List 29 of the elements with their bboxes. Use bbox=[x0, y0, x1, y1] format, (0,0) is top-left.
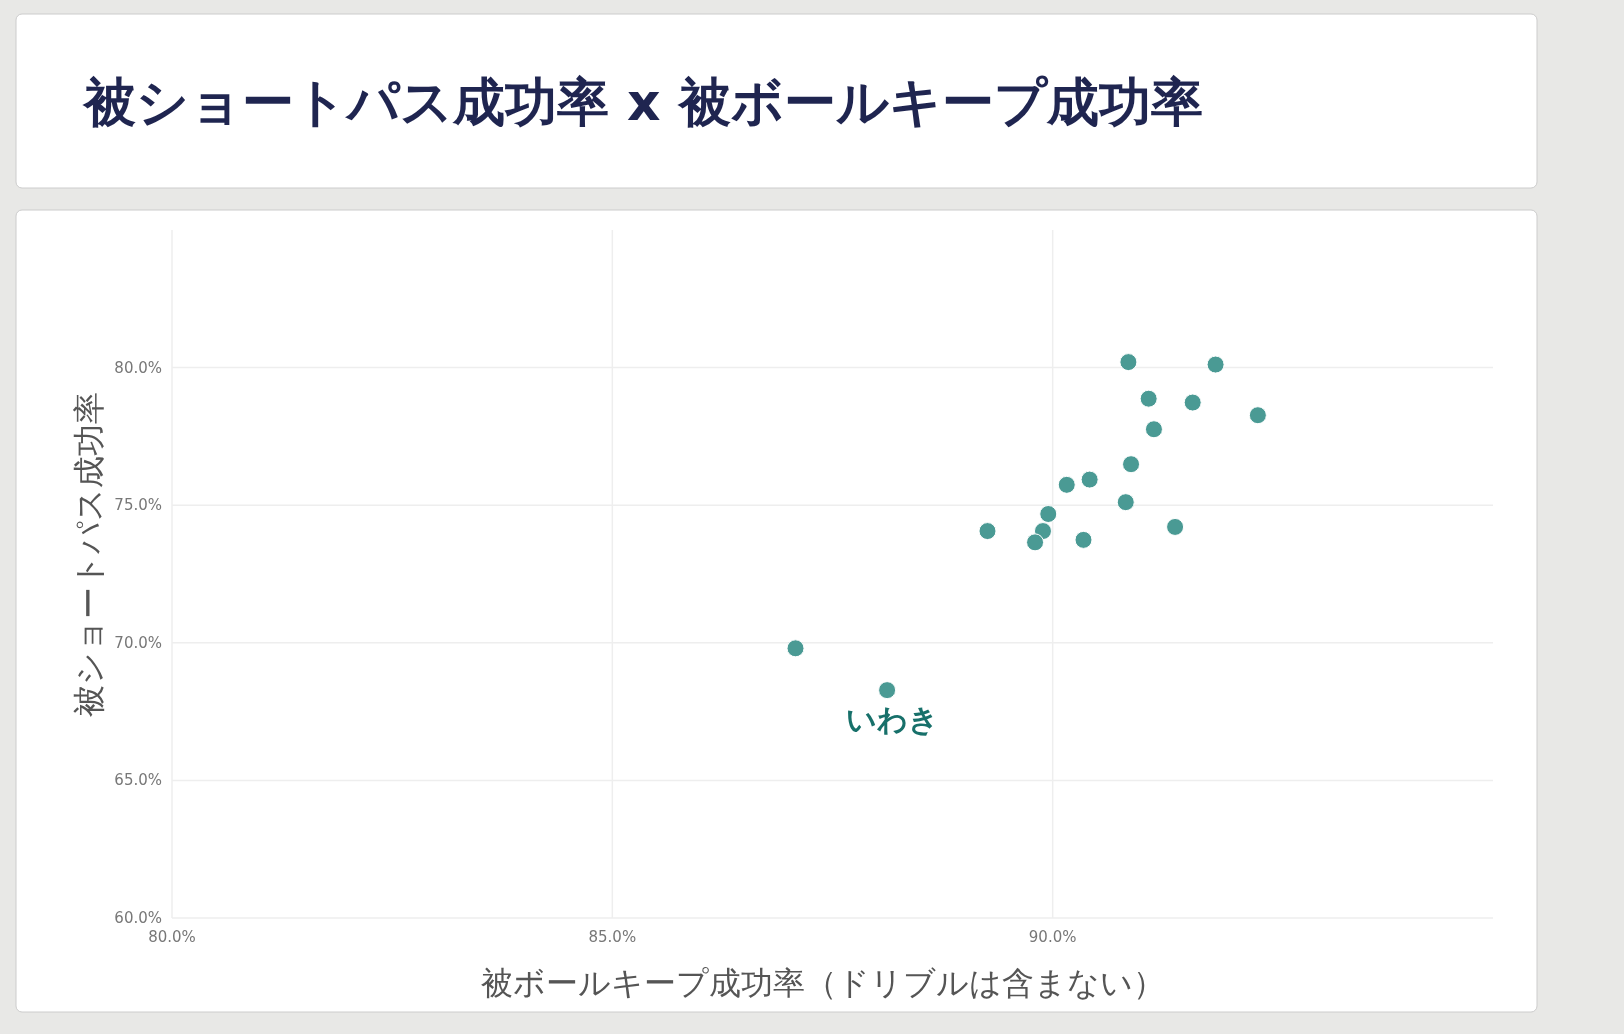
point bbox=[1119, 353, 1138, 372]
annotation: いわき bbox=[845, 702, 939, 738]
y-tick-label: 60.0% bbox=[114, 909, 162, 927]
point bbox=[1057, 475, 1076, 494]
x-axis-title: 被ボールキープ成功率（ドリブルは含まない） bbox=[480, 964, 1165, 1002]
point bbox=[1206, 355, 1225, 374]
point bbox=[878, 681, 897, 700]
x-tick-label: 80.0% bbox=[148, 928, 196, 946]
y-tick-label: 80.0% bbox=[114, 358, 162, 377]
point bbox=[1039, 505, 1058, 524]
point bbox=[1116, 493, 1135, 512]
point bbox=[1144, 420, 1163, 439]
point bbox=[1139, 389, 1158, 408]
point bbox=[1183, 393, 1202, 412]
point bbox=[1026, 533, 1045, 552]
point bbox=[1080, 470, 1099, 489]
chart-title: 被ショートパス成功率 x 被ボールキープ成功率 bbox=[82, 72, 1203, 132]
point bbox=[1166, 517, 1185, 536]
point bbox=[1074, 530, 1093, 549]
point bbox=[1248, 406, 1267, 425]
y-tick-label: 75.0% bbox=[114, 496, 162, 515]
y-tick-label: 65.0% bbox=[114, 771, 162, 790]
point bbox=[1122, 455, 1141, 474]
y-tick-label: 70.0% bbox=[114, 633, 162, 652]
y-axis-title: 被ショートパス成功率 bbox=[70, 391, 108, 717]
x-tick-label: 90.0% bbox=[1028, 928, 1077, 946]
x-tick-label: 85.0% bbox=[588, 928, 637, 946]
point bbox=[786, 639, 805, 658]
point bbox=[978, 522, 997, 541]
